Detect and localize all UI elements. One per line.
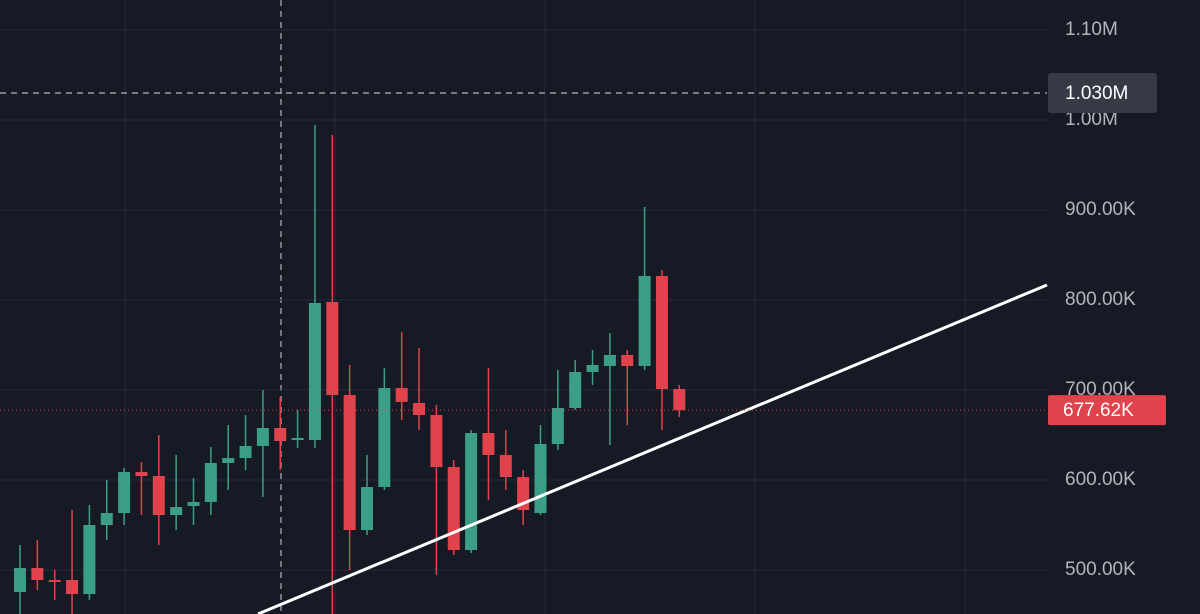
candle-body: [66, 579, 79, 595]
plot: [0, 29, 1047, 614]
y-tick-label: 1.00M: [1065, 109, 1118, 130]
candle-body: [413, 402, 426, 416]
candle-body: [586, 364, 599, 372]
candle-body: [308, 302, 321, 441]
candle-body: [118, 471, 131, 514]
candle-body: [343, 395, 356, 531]
candle-body: [326, 301, 339, 396]
candle-body: [621, 354, 634, 366]
candle-body: [482, 433, 495, 455]
candle-body: [569, 371, 582, 408]
candle-body: [135, 471, 148, 477]
candle-body: [204, 462, 217, 502]
candle-body: [274, 427, 287, 442]
candle-body: [603, 354, 616, 366]
trend-line: [257, 283, 1048, 614]
candle-body: [447, 467, 460, 551]
candle-body: [395, 388, 408, 402]
last-price-box: [1048, 395, 1166, 426]
candle-body: [14, 568, 26, 592]
candle-body: [239, 445, 252, 459]
candle-body: [256, 427, 269, 446]
candle-body: [361, 487, 373, 531]
candle-body: [673, 389, 686, 411]
candle-body: [638, 275, 651, 366]
candle-body: [551, 407, 564, 444]
vertical-grid: [124, 0, 966, 614]
candle-body: [83, 524, 96, 595]
candle-body: [291, 437, 304, 441]
y-tick-label: 1.10M: [1065, 19, 1118, 40]
candle-body: [100, 513, 113, 525]
candle-body: [499, 454, 512, 478]
crosshair-label-box: [1048, 72, 1157, 113]
candle-body: [378, 388, 391, 488]
candle-body: [534, 443, 547, 514]
y-tick-label: 700.00K: [1065, 379, 1136, 400]
candle-body: [222, 458, 235, 463]
crosshair-label: 1.030M: [1065, 83, 1128, 104]
candle-body: [152, 476, 165, 516]
candle-body: [31, 568, 44, 580]
candle-body: [170, 506, 183, 516]
candle-body: [465, 433, 478, 551]
y-tick-label: 600.00K: [1065, 469, 1136, 490]
candle-body: [430, 415, 443, 468]
y-tick-label: 900.00K: [1065, 199, 1136, 220]
candle-body: [48, 579, 61, 582]
y-tick-label: 800.00K: [1065, 289, 1136, 310]
candle-body: [655, 275, 668, 390]
last-price-label: 677.62K: [1063, 400, 1134, 421]
y-tick-label: 500.00K: [1065, 559, 1136, 580]
candle-body: [187, 501, 200, 507]
